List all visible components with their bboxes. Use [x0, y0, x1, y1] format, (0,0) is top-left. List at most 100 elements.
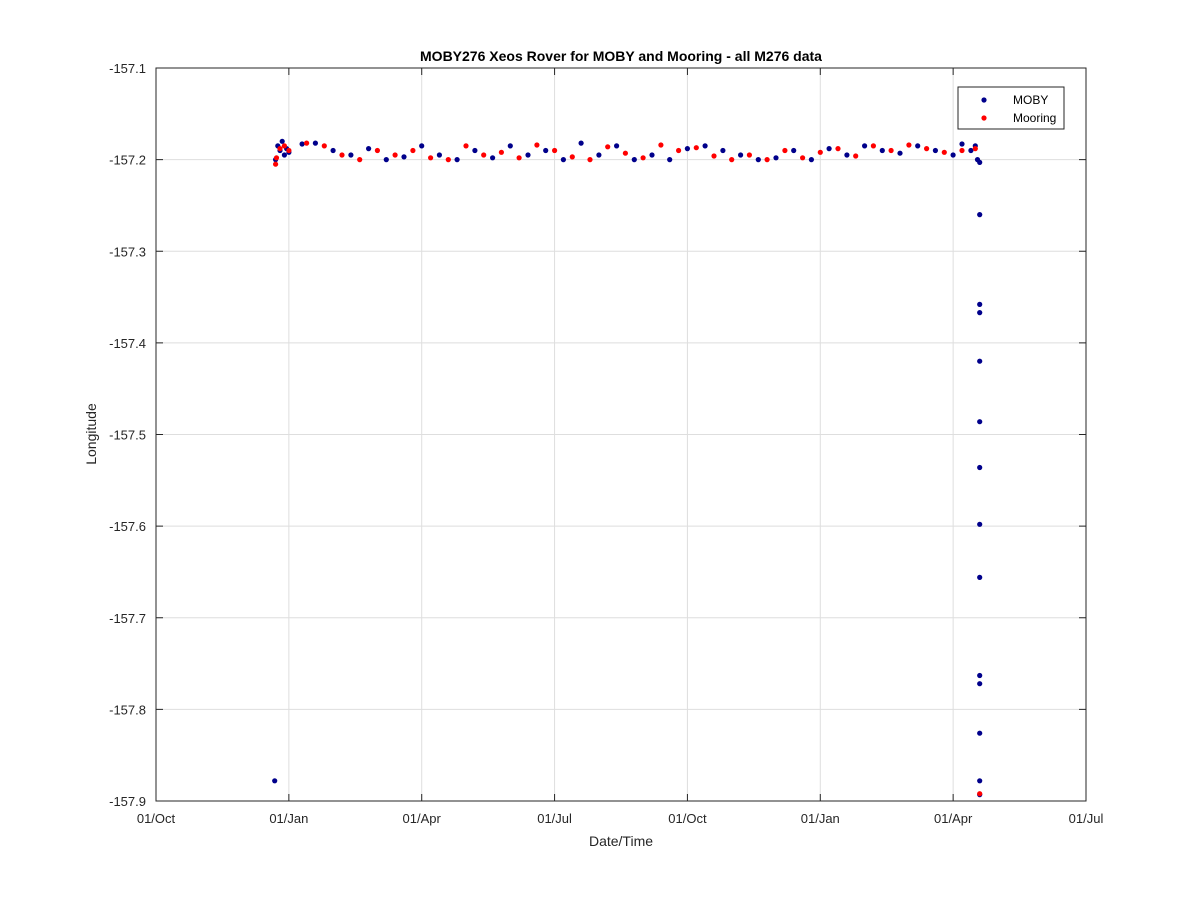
- data-point-moby: [977, 672, 983, 679]
- data-point-mooring: [286, 147, 292, 154]
- data-point-mooring: [972, 146, 978, 152]
- data-point-mooring: [273, 161, 279, 167]
- data-point-moby: [977, 212, 983, 218]
- grid: [156, 68, 1086, 801]
- y-tick-label: -157.8: [109, 702, 146, 717]
- data-point-mooring: [552, 147, 558, 154]
- axis-ticks: 01/Oct 01/Jan 01/Apr 01/Jul 01/Oct 01/Jan 01/A…: [109, 61, 1103, 826]
- data-point-moby: [543, 147, 549, 154]
- data-point-mooring: [277, 146, 283, 152]
- data-point-moby: [977, 681, 983, 687]
- data-point-moby: [281, 152, 287, 158]
- x-tick-label: 01/Oct: [668, 811, 707, 826]
- data-point-mooring: [924, 146, 930, 152]
- data-point-mooring: [339, 152, 345, 158]
- data-point-moby: [490, 155, 496, 161]
- data-point-mooring: [428, 155, 434, 161]
- data-point-moby: [702, 143, 708, 149]
- data-point-mooring: [835, 146, 841, 152]
- data-point-moby: [472, 147, 478, 154]
- data-point-mooring: [463, 143, 469, 149]
- data-point-moby: [968, 147, 974, 154]
- data-point-moby: [844, 152, 850, 158]
- data-point-moby: [272, 778, 278, 784]
- data-point-moby: [667, 157, 673, 163]
- data-point-mooring: [569, 154, 575, 160]
- data-point-moby: [738, 152, 744, 158]
- data-point-moby: [977, 419, 983, 425]
- data-point-moby: [977, 778, 983, 784]
- data-point-mooring: [321, 143, 327, 149]
- x-tick-label: 01/Jul: [1069, 811, 1104, 826]
- data-point-moby: [862, 143, 868, 149]
- data-point-moby: [401, 154, 407, 160]
- data-point-mooring: [498, 149, 504, 155]
- data-point-moby: [977, 464, 983, 471]
- data-point-mooring: [622, 150, 629, 156]
- legend-marker-moby: [981, 97, 987, 103]
- x-tick-label: 01/Apr: [934, 811, 973, 826]
- data-point-mooring: [817, 149, 823, 155]
- data-point-moby: [915, 143, 921, 149]
- data-point-moby: [279, 138, 285, 144]
- data-point-mooring: [587, 157, 593, 163]
- data-point-mooring: [711, 153, 717, 159]
- data-point-moby: [720, 147, 726, 154]
- data-point-mooring: [800, 155, 806, 161]
- y-tick-label: -157.7: [109, 611, 146, 626]
- data-point-mooring: [764, 157, 770, 163]
- data-point-moby: [950, 152, 956, 158]
- data-point-moby: [977, 301, 983, 307]
- data-point-mooring: [605, 144, 611, 150]
- data-point-moby: [879, 147, 885, 154]
- data-point-mooring: [445, 157, 451, 163]
- data-point-moby: [312, 140, 318, 146]
- legend-marker-mooring: [981, 115, 987, 121]
- data-point-moby: [977, 310, 983, 316]
- y-axis-title: Longitude: [83, 403, 99, 465]
- legend-label-mooring: Mooring: [1013, 111, 1056, 125]
- data-point-moby: [560, 157, 567, 163]
- y-tick-label: -157.1: [109, 61, 146, 76]
- data-point-moby: [773, 155, 779, 161]
- data-point-moby: [977, 730, 983, 736]
- data-point-mooring: [658, 142, 664, 148]
- x-tick-label: 01/Oct: [137, 811, 176, 826]
- data-point-moby: [578, 140, 584, 146]
- data-point-moby: [299, 141, 305, 147]
- data-point-moby: [897, 150, 903, 156]
- data-point-mooring: [888, 147, 894, 154]
- data-point-moby: [649, 152, 655, 158]
- data-point-mooring: [693, 145, 699, 151]
- data-point-mooring: [906, 142, 912, 148]
- data-point-moby: [684, 146, 691, 152]
- y-tick-label: -157.3: [109, 244, 146, 259]
- data-point-moby: [977, 358, 983, 364]
- data-point-mooring: [941, 149, 947, 155]
- data-point-moby: [826, 146, 832, 152]
- data-point-mooring: [410, 147, 416, 154]
- data-point-mooring: [374, 147, 380, 154]
- data-point-moby: [596, 152, 602, 158]
- data-point-moby: [525, 152, 531, 158]
- data-point-moby: [932, 147, 939, 154]
- data-point-mooring: [640, 155, 646, 161]
- data-points: [272, 138, 983, 798]
- x-tick-label: 01/Apr: [403, 811, 442, 826]
- data-point-moby: [419, 143, 425, 149]
- data-point-mooring: [281, 143, 287, 149]
- x-tick-label: 01/Jul: [537, 811, 572, 826]
- data-point-mooring: [676, 147, 682, 154]
- data-point-moby: [977, 159, 983, 165]
- data-point-moby: [454, 157, 460, 163]
- data-point-moby: [631, 157, 637, 163]
- chart-title: MOBY276 Xeos Rover for MOBY and Mooring …: [420, 48, 822, 64]
- data-point-mooring: [782, 147, 788, 154]
- data-point-mooring: [516, 155, 522, 161]
- data-point-mooring: [959, 147, 965, 154]
- data-point-moby: [977, 521, 983, 527]
- x-tick-label: 01/Jan: [269, 811, 308, 826]
- data-point-moby: [436, 152, 442, 158]
- y-tick-label: -157.4: [109, 336, 146, 351]
